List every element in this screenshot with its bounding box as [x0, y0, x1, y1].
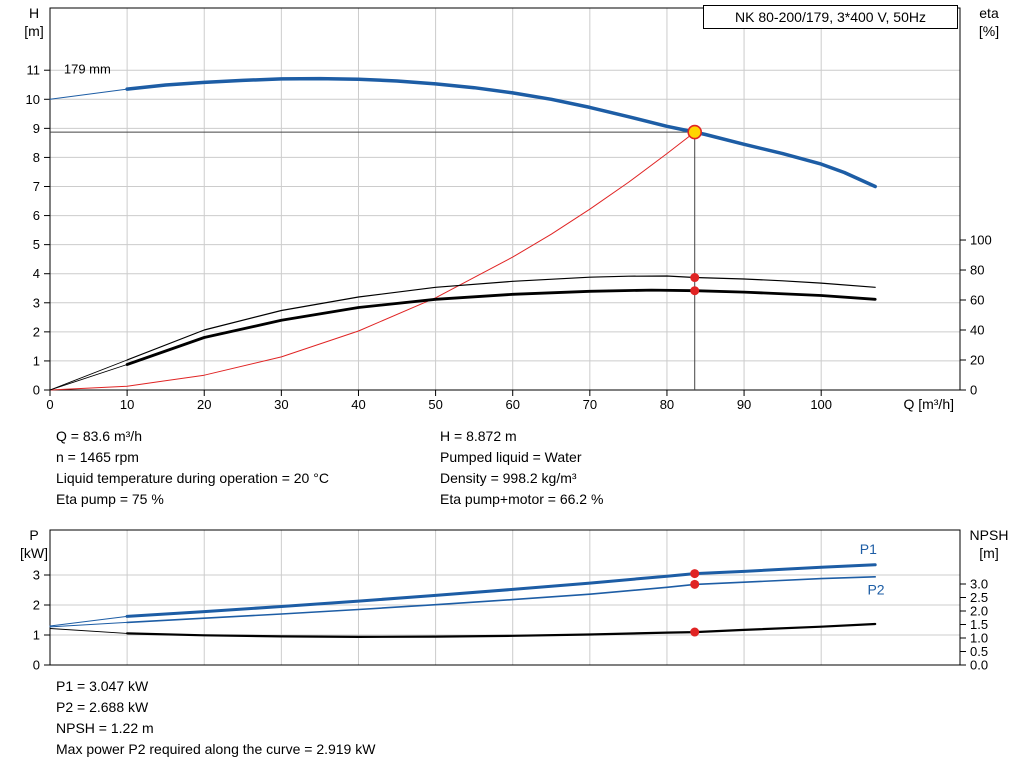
y-left-axis-title: [m]	[24, 23, 43, 39]
info-p1: P1 = 3.047 kW	[56, 678, 149, 694]
x-tick-label: 30	[274, 397, 288, 412]
system-curve	[49, 131, 696, 391]
y-right-tick-label: 3.0	[970, 577, 988, 592]
y-left-tick-label: 8	[33, 150, 40, 165]
y-right-tick-label: 60	[970, 293, 984, 308]
y-left-tick-label: 1	[33, 353, 40, 368]
x-tick-label: 0	[46, 397, 53, 412]
npsh-point	[690, 627, 700, 637]
info-speed: n = 1465 rpm	[56, 449, 139, 465]
duty-info-right: H = 8.872 m Pumped liquid = Water Densit…	[440, 426, 603, 510]
y-right-tick-label: 1.5	[970, 617, 988, 632]
y-left-tick-label: 2	[33, 598, 40, 613]
hq-chart: 0 10 20 30 40 50 60 70 80 90 100 Q [m³/h]0123456789…	[24, 5, 999, 412]
info-liquid-temperature: Liquid temperature during operation = 20…	[56, 470, 329, 486]
p1-curve	[125, 563, 877, 618]
eta-pump-curve	[126, 275, 876, 361]
h-curve-leader	[49, 88, 128, 100]
y-right-tick-label: 0.5	[970, 644, 988, 659]
pump-model-label: NK 80-200/179, 3*400 V, 50Hz	[735, 9, 926, 25]
x-tick-label: 20	[197, 397, 211, 412]
eta-pump-motor-curve	[125, 288, 877, 366]
y-left-tick-label: 3	[33, 568, 40, 583]
eta-pump-point	[690, 273, 700, 283]
p1-point	[690, 569, 700, 579]
x-tick-label: 90	[737, 397, 751, 412]
info-pumped-liquid: Pumped liquid = Water	[440, 449, 582, 465]
y-left-tick-label: 10	[26, 92, 40, 107]
y-right-tick-label: 20	[970, 353, 984, 368]
power-info: P1 = 3.047 kW P2 = 2.688 kW NPSH = 1.22 …	[56, 676, 375, 760]
x-tick-label: 10	[120, 397, 134, 412]
y-right-axis-title: NPSH	[970, 527, 1009, 543]
x-tick-label: 40	[351, 397, 365, 412]
info-head: H = 8.872 m	[440, 428, 517, 444]
power-npsh-chart: 0 1 2 3 P [kW] 0.00.51.01.52.02.53.0 NPSH [m] P1 P…	[20, 527, 1008, 673]
eta-pump-leader	[49, 359, 128, 391]
npsh-curve	[125, 622, 877, 639]
plot-frame	[49, 529, 961, 666]
y-right-tick-label: 2.5	[970, 590, 988, 605]
info-density: Density = 998.2 kg/m³	[440, 470, 577, 486]
h-curve	[125, 76, 877, 189]
y-left-tick-label: 3	[33, 295, 40, 310]
y-left-tick-label: 1	[33, 628, 40, 643]
x-tick-label: 70	[583, 397, 597, 412]
plot-frame	[49, 7, 961, 391]
x-tick-label: 50	[428, 397, 442, 412]
y-right-axis-title: eta	[979, 5, 999, 21]
x-axis-label: Q [m³/h]	[903, 396, 954, 412]
p1-leader	[49, 615, 128, 627]
info-flow: Q = 83.6 m³/h	[56, 428, 142, 444]
y-left-axis-title: H	[29, 5, 39, 21]
y-left-tick-label: 2	[33, 324, 40, 339]
y-right-tick-label: 100	[970, 233, 992, 248]
y-left-tick-label: 11	[27, 63, 41, 78]
y-left-tick-label: 5	[33, 237, 40, 252]
eta-pump-motor-leader	[49, 364, 128, 391]
y-left-tick-label: 4	[33, 266, 40, 281]
y-right-tick-label: 40	[970, 323, 984, 338]
info-eta-pump: Eta pump = 75 %	[56, 491, 164, 507]
info-p2: P2 = 2.688 kW	[56, 699, 149, 715]
y-right-tick-label: 0.0	[970, 658, 988, 673]
x-tick-label: 60	[505, 397, 519, 412]
y-left-tick-label: 7	[33, 179, 40, 194]
x-tick-label: 80	[660, 397, 674, 412]
p1-curve-label: P1	[860, 541, 877, 557]
y-left-axis-title: P	[29, 527, 38, 543]
y-right-axis-title: [%]	[979, 23, 999, 39]
y-left-tick-label: 0	[33, 658, 40, 673]
y-right-axis-title: [m]	[979, 545, 998, 561]
duty-point	[687, 124, 703, 140]
y-right-tick-label: 1.0	[970, 631, 988, 646]
npsh-leader	[49, 628, 128, 634]
y-left-tick-label: 9	[33, 121, 40, 136]
y-right-tick-label: 0	[970, 383, 977, 398]
x-tick-label: 100	[810, 397, 832, 412]
y-left-tick-label: 6	[33, 208, 40, 223]
y-right-tick-label: 80	[970, 263, 984, 278]
info-npsh: NPSH = 1.22 m	[56, 720, 154, 736]
y-left-tick-label: 0	[33, 383, 40, 398]
p2-curve	[126, 575, 877, 624]
pump-model-box: NK 80-200/179, 3*400 V, 50Hz	[703, 5, 958, 29]
info-eta-pump-motor: Eta pump+motor = 66.2 %	[440, 491, 604, 507]
p2-curve-label: P2	[867, 582, 884, 598]
eta-pump-motor-point	[690, 286, 700, 296]
y-right-tick-label: 2.0	[970, 604, 988, 619]
p2-leader	[49, 621, 128, 628]
duty-info-left: Q = 83.6 m³/h n = 1465 rpm Liquid temper…	[56, 426, 329, 510]
y-left-axis-title: [kW]	[20, 545, 48, 561]
impeller-diameter-label: 179 mm	[64, 62, 111, 77]
p2-point	[690, 579, 700, 589]
info-max-power: Max power P2 required along the curve = …	[56, 741, 376, 757]
